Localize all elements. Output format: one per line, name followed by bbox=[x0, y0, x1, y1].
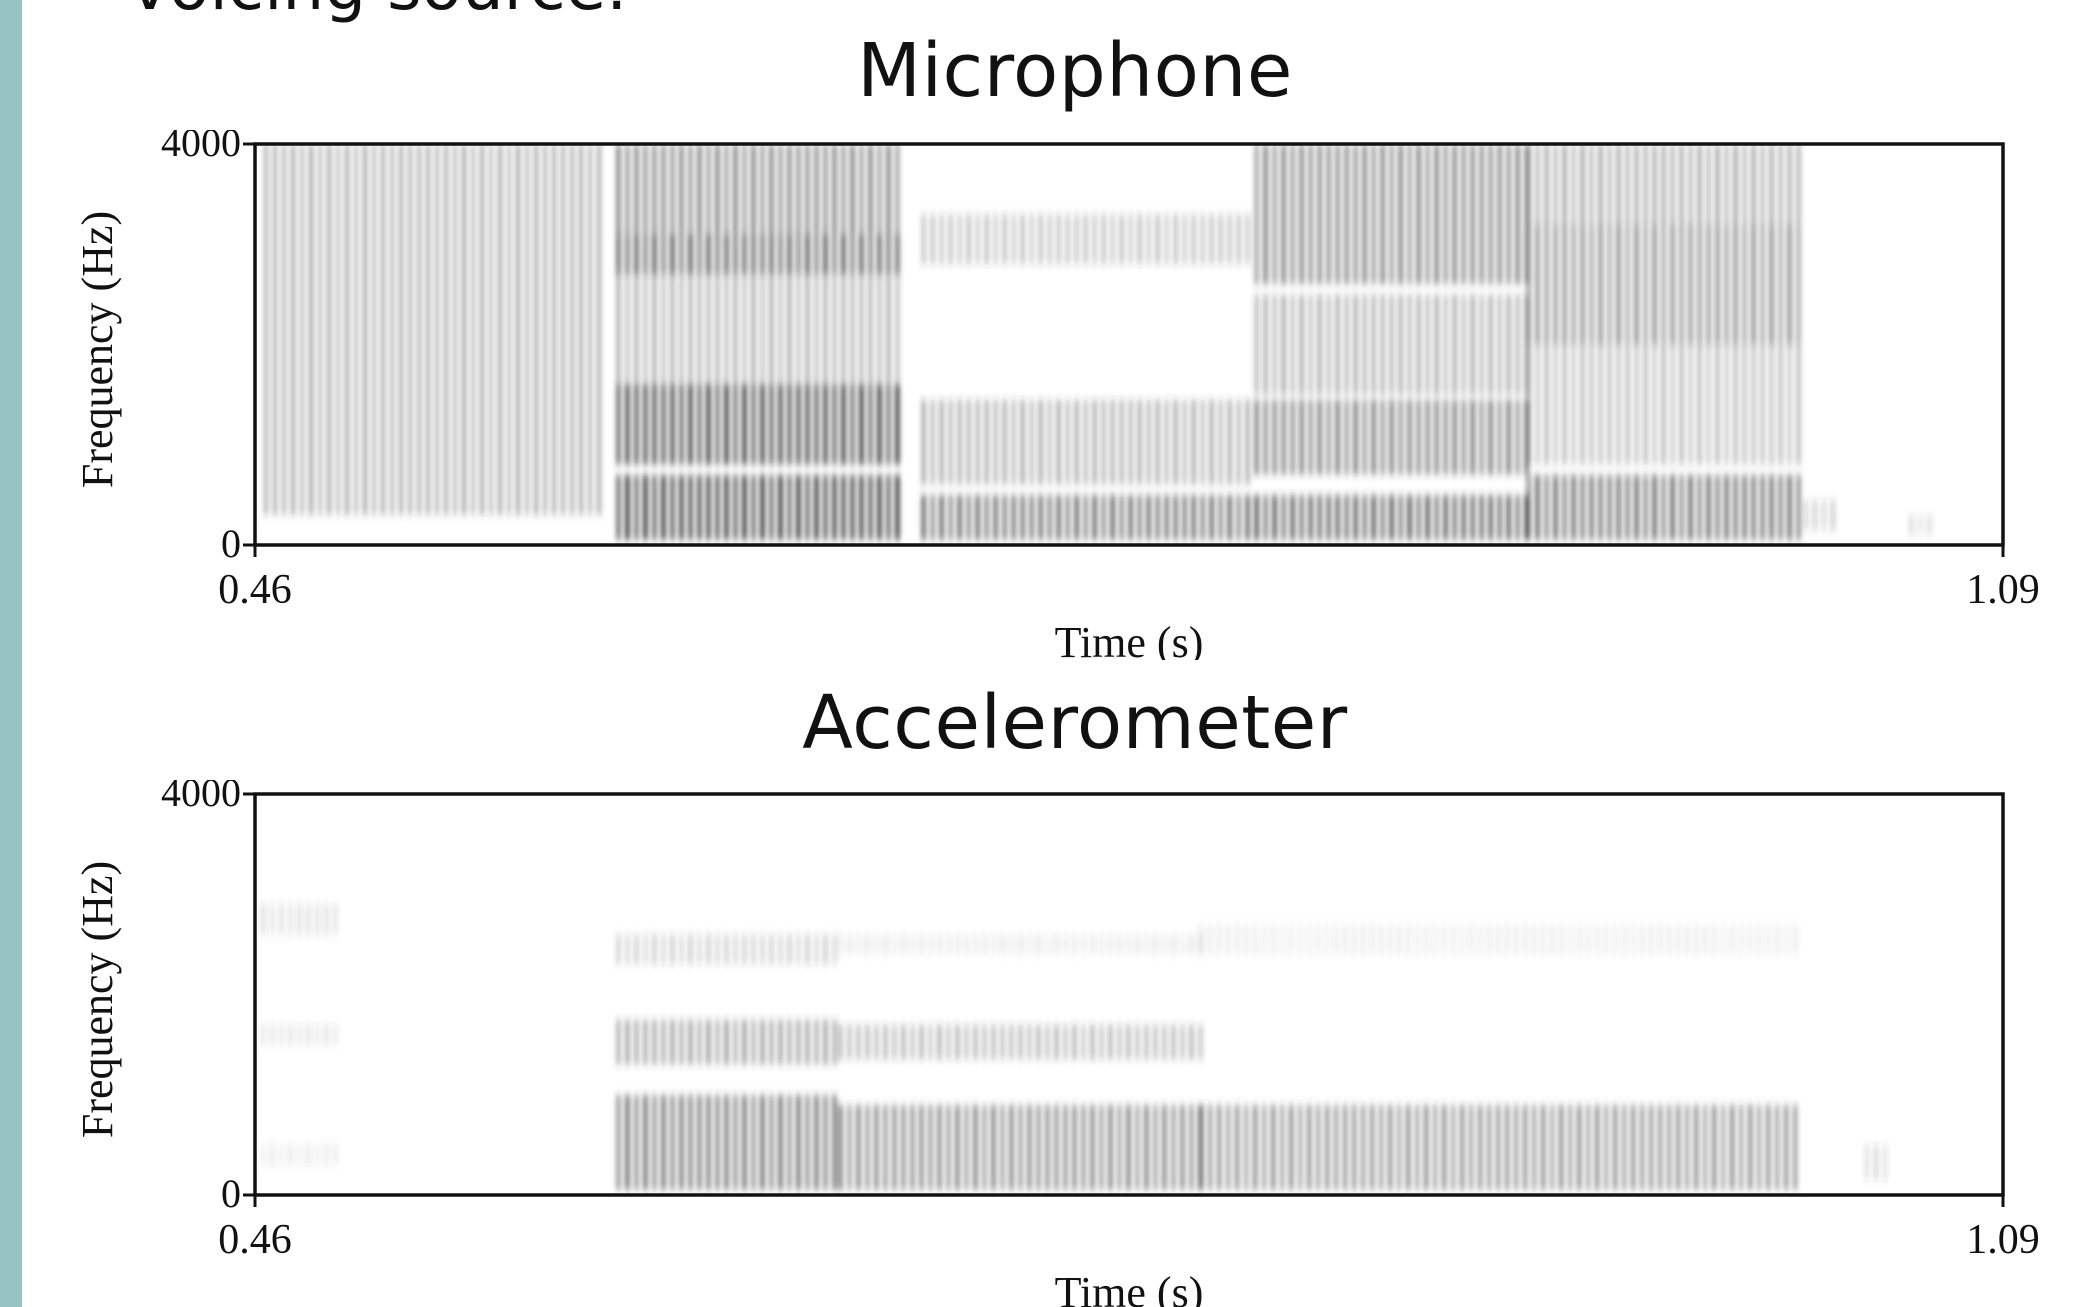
acc-energy-band bbox=[1198, 1104, 1798, 1190]
mic-energy-band bbox=[1908, 514, 1933, 535]
mic-y-tick-label: 4000 bbox=[161, 130, 241, 165]
mic-energy-band bbox=[615, 274, 901, 385]
mic-energy-band bbox=[1253, 399, 1530, 475]
acc-energy-band bbox=[615, 1019, 838, 1065]
top-cut-text: voicing source. bbox=[130, 0, 627, 25]
acc-x-axis-label: Time (s) bbox=[1055, 1268, 1204, 1307]
acc-energy-band bbox=[1198, 924, 1798, 955]
acc-energy-band bbox=[260, 1144, 338, 1165]
acc-y-tick-label: 4000 bbox=[161, 780, 241, 815]
acc-y-axis-label: Frequency (Hz) bbox=[73, 861, 122, 1138]
acc-x-tick-label: 1.09 bbox=[1966, 1217, 2040, 1263]
acc-y-tick-label: 0 bbox=[221, 1171, 241, 1216]
mic-energy-band bbox=[615, 384, 901, 465]
mic-y-axis-label: Frequency (Hz) bbox=[73, 211, 122, 488]
slide-side-bar bbox=[0, 0, 22, 1307]
mic-energy-band bbox=[615, 234, 901, 275]
acc-plot-area bbox=[255, 794, 2003, 1195]
mic-energy-band bbox=[1525, 474, 1802, 540]
mic-x-axis-label: Time (s) bbox=[1055, 618, 1204, 660]
mic-energy-band bbox=[263, 144, 602, 515]
mic-energy-band bbox=[1253, 294, 1530, 395]
acc-energy-band bbox=[260, 1024, 338, 1045]
mic-energy-band bbox=[1525, 144, 1802, 225]
acc-energy-band bbox=[615, 1094, 838, 1190]
acc-plot-frame bbox=[253, 792, 2005, 1197]
microphone-spectrogram: 4000 00.46 1.09 Time (s) Frequency (Hz) bbox=[73, 130, 2040, 660]
mic-energy-band bbox=[1253, 494, 1530, 540]
mic-energy-band bbox=[1525, 224, 1802, 345]
mic-plot-area bbox=[255, 144, 2003, 545]
acc-energy-band bbox=[837, 1104, 1204, 1190]
mic-energy-band bbox=[920, 494, 1251, 540]
acc-energy-band bbox=[837, 1024, 1204, 1060]
acc-x-tick-label: 0.46 bbox=[218, 1217, 292, 1263]
mic-energy-band bbox=[615, 474, 901, 540]
mic-x-tick-label: 1.09 bbox=[1966, 567, 2040, 613]
mic-energy-band bbox=[1525, 344, 1802, 465]
acc-energy-band bbox=[615, 934, 838, 965]
microphone-chart-title: Microphone bbox=[857, 28, 1293, 114]
mic-energy-band bbox=[1253, 144, 1530, 285]
mic-energy-band bbox=[615, 144, 901, 235]
mic-energy-band bbox=[920, 399, 1251, 485]
acc-energy-band bbox=[260, 904, 338, 935]
acc-energy-band bbox=[1864, 1144, 1888, 1180]
mic-energy-band bbox=[920, 214, 1251, 265]
mic-y-tick-label: 0 bbox=[221, 521, 241, 566]
mic-plot-frame bbox=[253, 142, 2005, 547]
accelerometer-spectrogram: 4000 00.46 1.09 Time (s) Frequency (Hz) bbox=[73, 780, 2040, 1307]
accelerometer-chart-title: Accelerometer bbox=[802, 680, 1348, 766]
mic-x-tick-label: 0.46 bbox=[218, 567, 292, 613]
acc-energy-band bbox=[837, 934, 1204, 955]
mic-energy-band bbox=[1803, 499, 1836, 530]
